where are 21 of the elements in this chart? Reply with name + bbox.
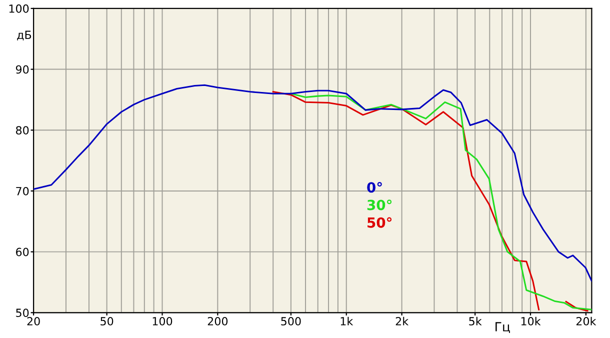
x-tick-label: 20k [576,316,596,326]
x-axis-title: Гц [496,322,510,333]
x-tick-label: 1k [340,316,354,326]
text: 0° [367,182,382,193]
y-tick-label: 50 [16,308,29,318]
x-tick-label: 200 [208,317,228,326]
y-tick-label: 70 [16,186,29,196]
x-tick-label: 10k [521,316,541,326]
y-axis-title: дБ [17,30,32,40]
y-tick-label: 90 [16,65,29,74]
x-tick-label: 500 [281,317,301,326]
x-tick-label: 50 [100,317,114,326]
y-tick-label: 100 [9,4,29,13]
y-tick-label: 60 [16,248,29,256]
text: 50° [368,217,392,228]
x-tick-label: 20 [27,317,40,326]
x-tick-label: 5k [469,316,482,326]
x-tick-label: 2k [396,316,409,326]
x-tick-label: 100 [152,317,172,326]
text: 30° [367,200,392,210]
y-tick-label: 80 [16,126,29,135]
